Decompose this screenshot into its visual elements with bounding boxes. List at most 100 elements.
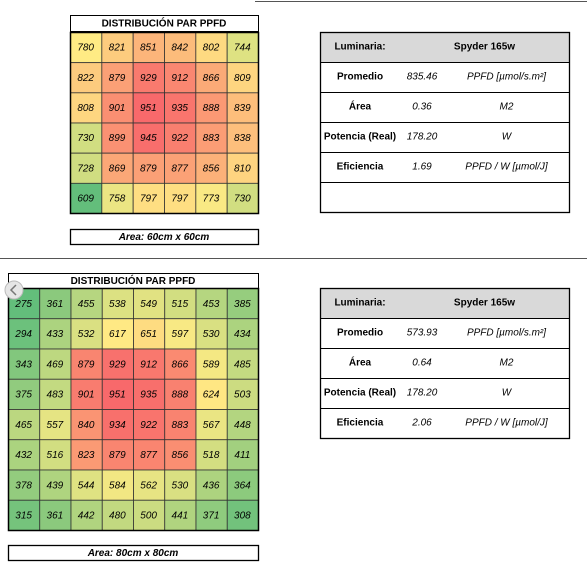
cell-value: 802	[203, 43, 220, 54]
cell-value: 888	[172, 390, 189, 401]
cell-value: 538	[109, 299, 126, 310]
info-label: Potencia (Real)	[324, 388, 396, 399]
info-value: 178.20	[407, 388, 438, 399]
cell-value: 275	[14, 299, 32, 310]
cell-value: 436	[203, 480, 220, 491]
cell-value: 929	[109, 359, 126, 370]
heat-cell	[195, 62, 228, 94]
cell-value: 371	[203, 511, 220, 522]
info-value: 835.46	[407, 72, 438, 83]
heat-cell	[195, 152, 228, 184]
cell-value: 797	[171, 194, 188, 205]
cell-value: 877	[140, 450, 157, 461]
heat-cell	[70, 378, 103, 410]
grid-border	[69, 31, 260, 215]
heat-cell	[195, 439, 228, 471]
info-unit: PPFD / W [µmol/J]	[465, 162, 548, 173]
cell-value: 557	[47, 420, 64, 431]
cell-value: 879	[109, 73, 126, 84]
info-unit: PPFD / W [µmol/J]	[465, 418, 548, 429]
nav-arrow[interactable]	[4, 280, 24, 300]
heat-cell	[195, 318, 228, 350]
cell-value: 912	[140, 359, 157, 370]
info-label: Área	[349, 356, 372, 369]
cell-value: 567	[203, 420, 220, 431]
cell-value: 883	[203, 133, 220, 144]
heat-cell	[39, 378, 72, 410]
cell-value: 840	[78, 420, 95, 431]
cell-value: 780	[77, 43, 94, 54]
cell-value: 888	[203, 103, 220, 114]
info-unit: W	[502, 388, 513, 399]
heat-cell	[195, 469, 228, 501]
info-label: Promedio	[337, 328, 383, 339]
info-header-value: Spyder 165w	[454, 298, 515, 309]
heat-cell	[226, 439, 259, 471]
heat-cell	[70, 122, 103, 154]
cell-value: 434	[234, 329, 251, 340]
heat-cell	[101, 122, 134, 154]
heat-cell	[195, 499, 228, 531]
cell-value: 432	[15, 450, 32, 461]
info-unit: W	[502, 132, 513, 143]
cell-value: 879	[109, 450, 126, 461]
cell-value: 935	[171, 103, 188, 114]
info-header-label: Luminaria:	[334, 298, 385, 309]
cell-value: 455	[78, 299, 95, 310]
area-box	[7, 544, 260, 562]
cell-value: 530	[172, 480, 189, 491]
cell-value: 773	[203, 194, 220, 205]
cell-value: 851	[140, 43, 157, 54]
heat-cell	[39, 409, 72, 441]
cell-value: 515	[172, 299, 189, 310]
info-border	[319, 287, 571, 440]
nav-arrow-icon[interactable]	[9, 284, 17, 296]
cell-value: 758	[109, 194, 126, 205]
grid-border	[7, 287, 260, 532]
cell-value: 308	[234, 511, 251, 522]
cell-value: 879	[140, 163, 157, 174]
cell-value: 651	[140, 329, 157, 340]
cell-value: 343	[15, 359, 32, 370]
cell-value: 441	[172, 511, 189, 522]
cell-value: 439	[47, 480, 64, 491]
cell-value: 935	[140, 390, 157, 401]
heat-cell	[70, 32, 103, 64]
cell-value: 597	[172, 329, 189, 340]
grid-title: DISTRIBUCIÓN PAR PPFD	[102, 17, 227, 30]
cell-value: 503	[234, 390, 251, 401]
cell-value: 856	[203, 163, 220, 174]
cell-value: 294	[14, 329, 32, 340]
info-value: 573.93	[407, 328, 438, 339]
heat-cell	[101, 348, 134, 380]
info-value: 0.36	[412, 102, 432, 113]
heat-cell	[101, 318, 134, 350]
cell-value: 453	[203, 299, 220, 310]
heat-cell	[164, 288, 197, 320]
nav-arrow-circle[interactable]	[4, 280, 24, 300]
heat-cell	[195, 288, 228, 320]
cell-value: 433	[47, 329, 64, 340]
heat-cell	[39, 348, 72, 380]
cell-value: 361	[47, 511, 64, 522]
heat-cell	[101, 152, 134, 184]
cell-value: 465	[15, 420, 32, 431]
cell-value: 364	[234, 480, 251, 491]
info-unit: M2	[500, 358, 514, 369]
cell-value: 730	[234, 194, 251, 205]
cell-value: 951	[109, 390, 126, 401]
cell-value: 822	[77, 73, 94, 84]
cell-value: 912	[171, 73, 188, 84]
cell-value: 375	[15, 390, 32, 401]
heat-cell	[39, 318, 72, 350]
heat-cell	[164, 409, 197, 441]
cell-value: 809	[234, 73, 251, 84]
heat-cell	[164, 439, 197, 471]
info-label: Promedio	[337, 72, 383, 83]
info-header-value: Spyder 165w	[454, 42, 515, 53]
heat-cell	[132, 92, 165, 124]
heat-cell	[39, 439, 72, 471]
cell-value: 929	[140, 73, 157, 84]
cell-value: 856	[172, 450, 189, 461]
